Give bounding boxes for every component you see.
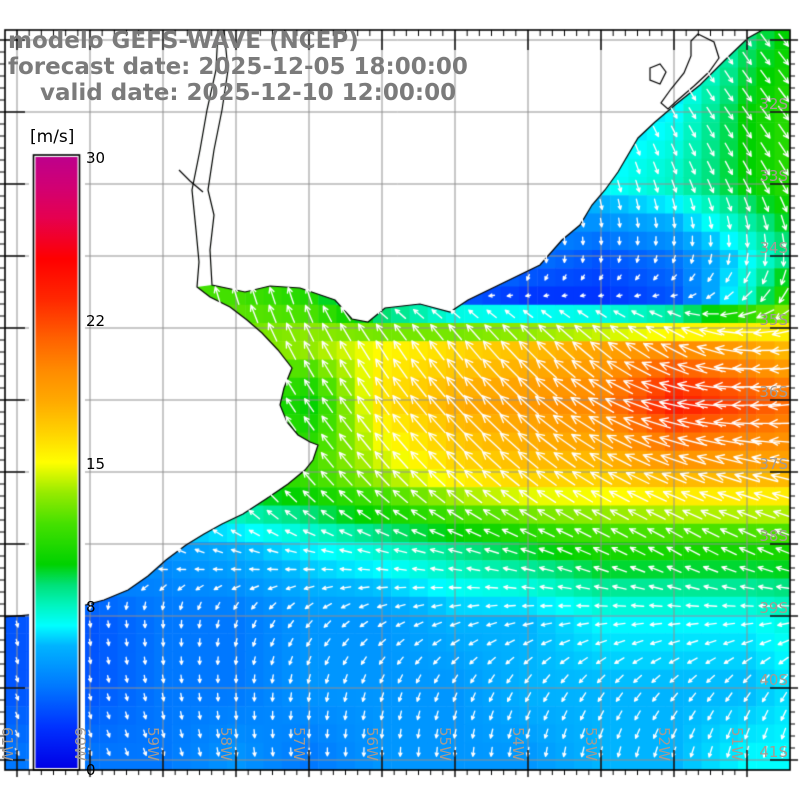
wave-map-canvas <box>0 0 800 800</box>
gefs-wave-forecast-map: modelo GEFS-WAVE (NCEP) forecast date: 2… <box>0 0 800 800</box>
